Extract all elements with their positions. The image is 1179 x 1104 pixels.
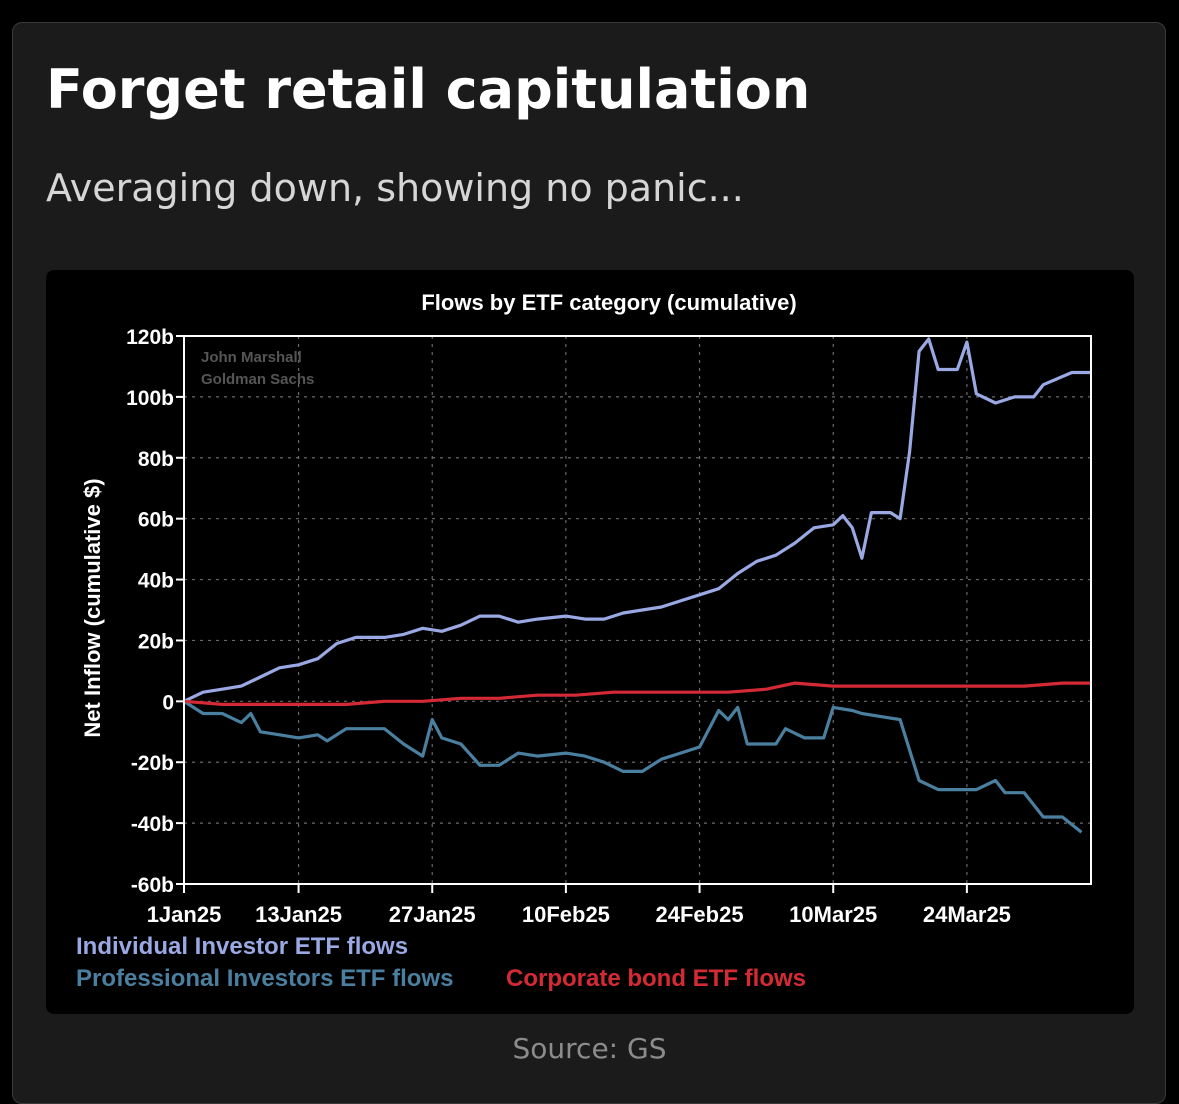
page-subtitle: Averaging down, showing no panic... (46, 166, 744, 210)
corporate-bond-line (183, 681, 1091, 706)
legend-individual: Individual Investor ETF flows (76, 933, 408, 960)
y-tick-label: 20b (138, 630, 174, 653)
plot-frame (183, 335, 1092, 885)
chart-title: Flows by ETF category (cumulative) (421, 290, 796, 315)
y-axis: -60b -40b -20b 0 20b 40b 60b 80b 100b 120b (126, 326, 184, 897)
x-tick-label: 10Mar25 (789, 902, 877, 927)
y-tick-label: -60b (131, 874, 174, 897)
x-tick-label: 24Mar25 (923, 902, 1011, 927)
y-tick-label: 120b (126, 326, 174, 349)
legend-professional: Professional Investors ETF flows (76, 965, 453, 992)
watermark-line-2: Goldman Sachs (201, 371, 314, 388)
y-tick-label: 0 (162, 691, 174, 714)
etf-flows-chart: Flows by ETF category (cumulative) John … (76, 290, 1092, 992)
x-tick-label: 1Jan25 (147, 902, 222, 927)
y-tick-label: -20b (131, 752, 174, 775)
y-axis-label: Net Inflow (cumulative $) (80, 478, 105, 737)
individual-investor-line (183, 337, 1091, 703)
x-tick-label: 24Feb25 (656, 902, 744, 927)
y-tick-label: 40b (138, 570, 174, 593)
x-tick-label: 27Jan25 (389, 902, 476, 927)
source-note: Source: GS (512, 1032, 667, 1065)
x-tick-label: 10Feb25 (522, 902, 610, 927)
x-tick-label: 13Jan25 (255, 902, 342, 927)
chart-panel: Flows by ETF category (cumulative) John … (46, 270, 1134, 1014)
page-title: Forget retail capitulation (46, 58, 811, 121)
y-tick-label: 60b (138, 509, 174, 532)
series-lines (183, 337, 1091, 834)
x-axis: 1Jan25 13Jan25 27Jan25 10Feb25 24Feb25 10Mar2… (147, 884, 1011, 927)
y-tick-label: 100b (126, 387, 174, 410)
watermark: John Marshall Goldman Sachs (201, 349, 314, 388)
legend-corporate: Corporate bond ETF flows (506, 965, 806, 992)
professional-investors-line (183, 699, 1083, 834)
y-tick-label: 80b (138, 448, 174, 471)
y-tick-label: -40b (131, 813, 174, 836)
legend: Individual Investor ETF flows Profession… (76, 933, 806, 992)
watermark-line-1: John Marshall (201, 349, 302, 366)
